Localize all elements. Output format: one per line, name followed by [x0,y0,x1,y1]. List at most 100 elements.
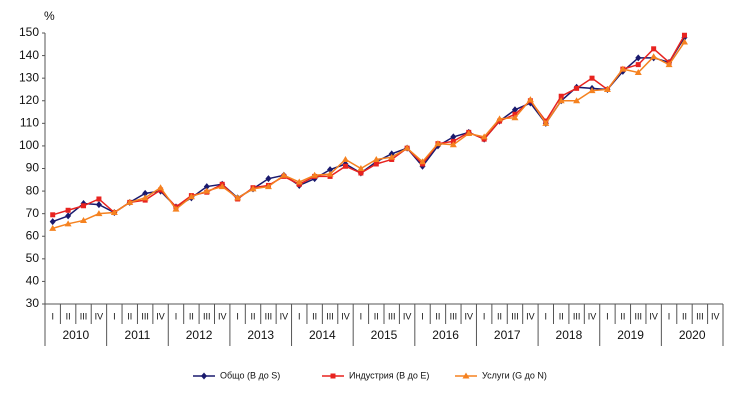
point [419,158,427,165]
x-tick-label: III [265,311,273,321]
y-tick-label: 110 [20,116,39,130]
point [341,155,349,162]
point [50,212,56,218]
y-unit-label: % [44,9,55,23]
x-tick-label: III [141,311,149,321]
x-tick-label: IV [588,311,597,321]
point [526,96,534,103]
point [265,175,272,183]
point [218,183,226,190]
point [680,38,688,45]
x-tick-label: II [127,311,132,321]
point [203,187,211,194]
point [511,114,519,121]
point [264,183,272,190]
point [388,153,396,160]
point [665,61,673,68]
y-tick-label: 120 [19,93,39,107]
point [326,170,334,177]
y-tick-label: 130 [19,70,39,84]
year-label: 2013 [247,328,274,342]
x-tick-label: III [450,311,458,321]
legend-marker [201,372,207,380]
x-tick-label: I [606,311,609,321]
x-tick-label: IV [403,311,412,321]
point [311,171,319,178]
legend-label: Общо (B до S) [220,370,280,380]
x-tick-label: IV [280,311,289,321]
year-label: 2012 [186,328,213,342]
point [603,85,611,92]
x-tick-label: I [113,311,116,321]
year-label: 2019 [617,328,644,342]
point [573,97,581,104]
point [81,203,87,209]
y-tick-label: 100 [19,138,39,152]
point [465,129,473,136]
x-tick-label: IV [156,311,165,321]
x-tick-label: I [175,311,178,321]
x-tick-label: III [80,311,88,321]
x-tick-label: I [360,311,363,321]
point [327,166,334,174]
x-tick-label: II [559,311,564,321]
x-tick-label: I [51,311,54,321]
point [141,194,149,201]
point [95,210,103,217]
point [187,193,195,200]
point [358,170,364,176]
point [635,54,642,62]
year-label: 2020 [679,328,706,342]
y-tick-label: 90 [26,161,40,175]
x-tick-label: II [620,311,625,321]
year-label: 2017 [494,328,521,342]
point [480,133,488,140]
point [342,163,348,169]
point [372,155,380,162]
year-label: 2011 [125,328,151,342]
x-tick-label: III [573,311,581,321]
point [126,198,134,205]
x-tick-label: II [66,311,71,321]
x-tick-label: II [435,311,440,321]
year-label: 2018 [556,328,583,342]
point [65,212,72,220]
series-line [52,34,686,216]
point [280,171,288,178]
year-label: 2014 [309,328,336,342]
x-tick-label: III [203,311,211,321]
y-tick-label: 150 [19,25,39,39]
y-tick-label: 70 [26,206,40,220]
point [80,216,88,223]
point [434,140,442,147]
x-tick-label: I [421,311,424,321]
point [634,69,642,76]
point [589,75,595,81]
x-tick-label: III [511,311,519,321]
point [511,106,518,114]
point [635,62,641,68]
point [142,189,149,197]
x-tick-label: I [483,311,486,321]
point [650,53,658,60]
point [65,207,71,213]
point [295,178,303,185]
x-tick-label: II [682,311,687,321]
point [95,201,102,209]
x-tick-label: III [696,311,704,321]
x-tick-label: III [388,311,396,321]
x-tick-label: III [634,311,642,321]
point [203,183,210,191]
x-tick-label: I [545,311,548,321]
x-tick-label: IV [95,311,104,321]
point [172,205,180,212]
legend-marker [330,373,336,379]
x-tick-label: IV [711,311,720,321]
x-tick-label: IV [341,311,350,321]
y-tick-label: 30 [26,296,40,310]
x-tick-label: II [312,311,317,321]
x-tick-label: IV [218,311,227,321]
x-tick-label: IV [649,311,658,321]
legend-label: Услуги (G до N) [482,370,547,380]
legend-label: Индустрия (B до E) [349,370,429,380]
